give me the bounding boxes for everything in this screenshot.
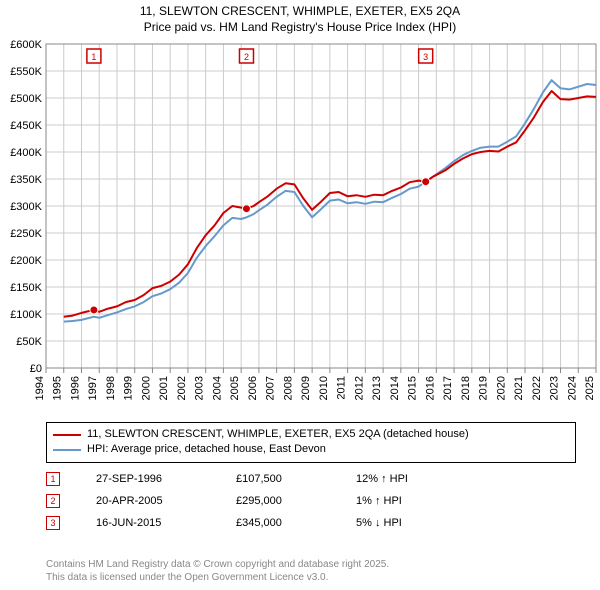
svg-text:2024: 2024 (566, 376, 578, 400)
svg-text:2010: 2010 (318, 376, 330, 400)
sales-table: 1 27-SEP-1996£107,50012% ↑ HPI 2 20-APR-200… (46, 468, 456, 534)
footer-line2: This data is licensed under the Open Gov… (46, 571, 389, 584)
sale-date: 20-APR-2005 (96, 495, 236, 507)
title-line2: Price paid vs. HM Land Registry's House … (0, 20, 600, 36)
sale-delta: 1% ↑ HPI (356, 495, 456, 507)
legend: 11, SLEWTON CRESCENT, WHIMPLE, EXETER, E… (46, 422, 576, 463)
svg-text:£450K: £450K (10, 120, 42, 132)
svg-text:2013: 2013 (371, 376, 383, 400)
svg-text:2015: 2015 (407, 376, 419, 400)
legend-swatch (53, 449, 81, 451)
svg-text:£50K: £50K (16, 336, 42, 348)
svg-text:1: 1 (91, 52, 96, 62)
legend-label: 11, SLEWTON CRESCENT, WHIMPLE, EXETER, E… (87, 427, 469, 442)
svg-text:2003: 2003 (194, 376, 206, 400)
legend-row: HPI: Average price, detached house, East… (53, 442, 569, 457)
sale-badge: 3 (46, 516, 60, 530)
svg-text:1999: 1999 (123, 376, 135, 400)
sale-delta: 5% ↓ HPI (356, 517, 456, 529)
svg-text:1996: 1996 (69, 376, 81, 400)
svg-text:2023: 2023 (549, 376, 561, 400)
sales-row: 3 16-JUN-2015£345,0005% ↓ HPI (46, 512, 456, 534)
svg-text:£200K: £200K (10, 255, 42, 267)
chart-title: 11, SLEWTON CRESCENT, WHIMPLE, EXETER, E… (0, 0, 600, 35)
svg-text:1995: 1995 (52, 376, 64, 400)
sale-date: 16-JUN-2015 (96, 517, 236, 529)
svg-text:2002: 2002 (176, 376, 188, 400)
svg-text:£0: £0 (30, 363, 42, 375)
sale-price: £295,000 (236, 495, 356, 507)
svg-text:3: 3 (423, 52, 428, 62)
svg-text:2012: 2012 (353, 376, 365, 400)
svg-text:2020: 2020 (495, 376, 507, 400)
svg-text:£300K: £300K (10, 201, 42, 213)
legend-swatch (53, 434, 81, 436)
svg-text:2008: 2008 (282, 376, 294, 400)
svg-text:2005: 2005 (229, 376, 241, 400)
svg-text:2011: 2011 (336, 376, 348, 400)
svg-text:2017: 2017 (442, 376, 454, 400)
svg-text:2016: 2016 (424, 376, 436, 400)
sale-badge: 2 (46, 494, 60, 508)
chart-area: £0 £50K £100K £150K £200K £250K £300K £350K £400… (0, 38, 600, 418)
svg-text:£350K: £350K (10, 174, 42, 186)
svg-text:2022: 2022 (531, 376, 543, 400)
sale-price: £107,500 (236, 473, 356, 485)
svg-text:2021: 2021 (513, 376, 525, 400)
legend-label: HPI: Average price, detached house, East… (87, 442, 326, 457)
svg-text:2009: 2009 (300, 376, 312, 400)
svg-text:1998: 1998 (105, 376, 117, 400)
sales-row: 2 20-APR-2005£295,0001% ↑ HPI (46, 490, 456, 512)
svg-text:2006: 2006 (247, 376, 259, 400)
sales-row: 1 27-SEP-1996£107,50012% ↑ HPI (46, 468, 456, 490)
footer-license: Contains HM Land Registry data © Crown c… (46, 558, 389, 584)
legend-row: 11, SLEWTON CRESCENT, WHIMPLE, EXETER, E… (53, 427, 569, 442)
svg-text:£550K: £550K (10, 66, 42, 78)
svg-text:£250K: £250K (10, 228, 42, 240)
sale-date: 27-SEP-1996 (96, 473, 236, 485)
svg-text:2018: 2018 (460, 376, 472, 400)
footer-line1: Contains HM Land Registry data © Crown c… (46, 558, 389, 571)
line-chart: £0 £50K £100K £150K £200K £250K £300K £350K £400… (0, 38, 600, 418)
svg-text:2004: 2004 (211, 376, 223, 400)
svg-text:2001: 2001 (158, 376, 170, 400)
title-line1: 11, SLEWTON CRESCENT, WHIMPLE, EXETER, E… (0, 4, 600, 20)
svg-text:£400K: £400K (10, 147, 42, 159)
svg-text:2019: 2019 (478, 376, 490, 400)
sale-badge: 1 (46, 472, 60, 486)
svg-text:2000: 2000 (140, 376, 152, 400)
sale-delta: 12% ↑ HPI (356, 473, 456, 485)
svg-text:£150K: £150K (10, 282, 42, 294)
svg-text:£600K: £600K (10, 39, 42, 51)
sale-price: £345,000 (236, 517, 356, 529)
svg-text:1994: 1994 (34, 376, 46, 400)
svg-text:£500K: £500K (10, 93, 42, 105)
svg-text:£100K: £100K (10, 309, 42, 321)
svg-text:2025: 2025 (584, 376, 596, 400)
svg-text:2014: 2014 (389, 376, 401, 400)
svg-text:1997: 1997 (87, 376, 99, 400)
svg-text:2007: 2007 (265, 376, 277, 400)
svg-text:2: 2 (244, 52, 249, 62)
